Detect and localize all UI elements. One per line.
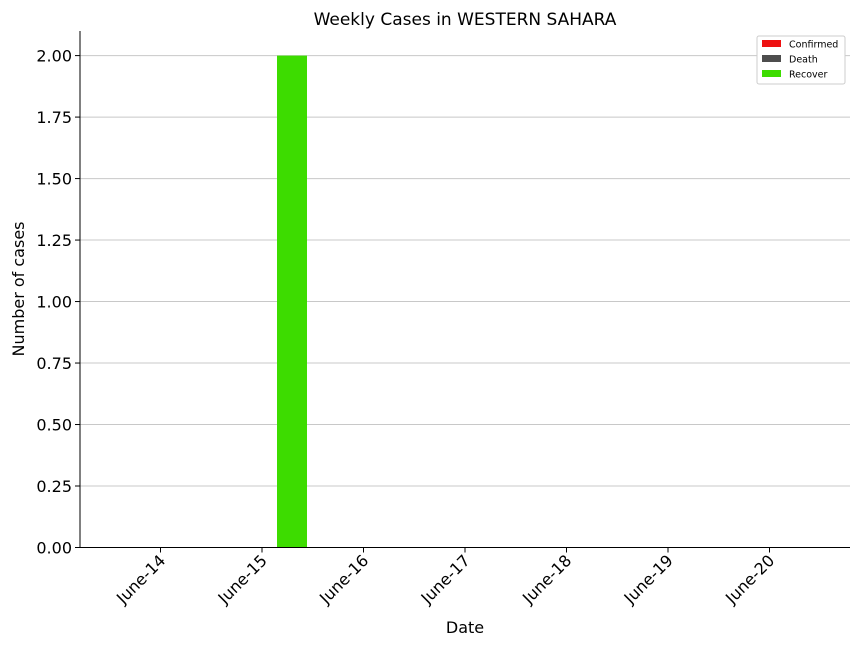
x-tick-label: June-17 [417,551,474,608]
x-tick-label: June-20 [721,551,778,608]
y-tick-label: 2.00 [36,47,72,66]
legend-swatch-death [762,55,781,62]
x-tick-label: June-19 [620,551,677,608]
chart-title: Weekly Cases in WESTERN SAHARA [314,10,617,30]
y-tick-label: 0.25 [36,477,72,496]
gridlines [80,55,850,487]
x-tick-label: June-18 [518,551,575,608]
bars [277,55,307,548]
y-tick-label: 0.50 [36,416,72,435]
x-axis-title: Date [446,618,484,637]
bar-recover-june-15 [277,55,307,548]
y-tick-label: 1.75 [36,108,72,127]
y-axis-title: Number of cases [9,222,28,357]
y-ticks: 0.00 0.25 0.50 0.75 1.00 1.25 1.50 1.75 2.00 [36,47,80,558]
legend-swatch-recover [762,70,781,77]
x-tick-label: June-15 [214,551,271,608]
axes [79,31,850,548]
legend-label-confirmed: Confirmed [789,40,838,51]
x-tick-label: June-14 [112,551,169,608]
y-tick-label: 1.00 [36,293,72,312]
x-tick-label: June-16 [315,551,372,608]
y-tick-label: 0.00 [36,539,72,558]
legend-label-death: Death [789,55,818,66]
y-tick-label: 0.75 [36,354,72,373]
legend-swatch-confirmed [762,40,781,47]
legend: Confirmed Death Recover [756,35,846,85]
x-ticks: June-14 June-15 June-16 June-17 June-18 June-… [112,547,778,608]
legend-label-recover: Recover [789,70,828,81]
y-tick-label: 1.25 [36,231,72,250]
y-tick-label: 1.50 [36,170,72,189]
